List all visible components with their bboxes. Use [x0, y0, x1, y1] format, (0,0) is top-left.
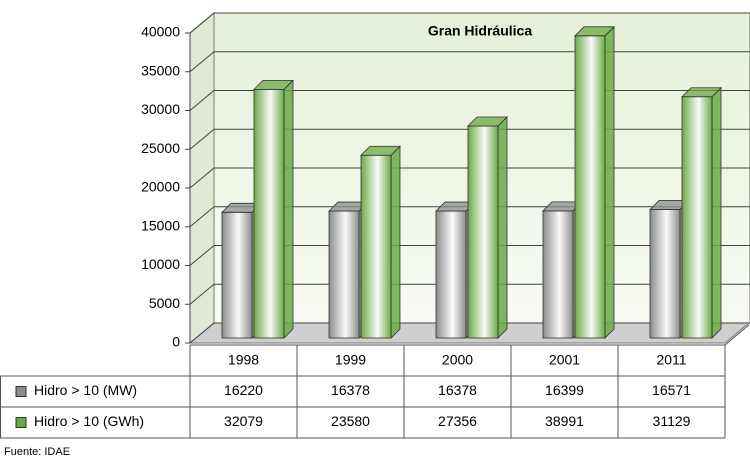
grid-line-side	[189, 283, 215, 305]
x-tick-label: 2011	[656, 352, 686, 368]
table-value: 16378	[331, 382, 370, 398]
table-value: 16378	[438, 382, 477, 398]
table-value: 23580	[331, 413, 370, 429]
bar-front	[574, 35, 606, 339]
source: Fuente: IDAE	[4, 446, 70, 458]
y-tick-label: 35000	[141, 62, 180, 78]
bar	[360, 145, 401, 339]
chart-title: Gran Hidráulica	[428, 23, 532, 39]
grid-line-side	[189, 167, 215, 189]
legend-marker	[15, 417, 27, 428]
table-value: 32079	[224, 413, 263, 429]
table-value: 16399	[545, 382, 584, 398]
y-tick-label: 0	[172, 334, 180, 350]
bar-top	[360, 145, 401, 156]
y-tick-label: 40000	[141, 24, 180, 40]
bar-front	[435, 210, 467, 339]
y-tick-label: 5000	[149, 295, 180, 311]
table-value: 38991	[545, 413, 584, 429]
table-value: 31129	[653, 413, 691, 429]
bar-front	[542, 210, 574, 339]
bar	[253, 79, 294, 339]
bar	[681, 86, 722, 339]
x-tick-label: 1998	[228, 352, 259, 368]
x-tick-label: 2001	[549, 352, 580, 368]
y-tick-label: 25000	[141, 140, 180, 156]
bar-top	[253, 79, 294, 90]
bar-front	[253, 88, 285, 339]
bar-side	[390, 145, 401, 339]
bar-top	[467, 116, 508, 127]
bar-top	[681, 87, 722, 98]
grid-line-side	[189, 128, 215, 150]
bar-front	[360, 154, 392, 339]
bar-side	[604, 25, 615, 339]
y-tick-label: 15000	[141, 217, 180, 233]
y-tick-label: 20000	[141, 179, 180, 195]
bar-front	[649, 209, 681, 339]
grid-line-side	[189, 12, 215, 34]
y-tick-label: 30000	[141, 101, 180, 117]
grid-line-side	[189, 206, 215, 228]
legend-marker	[15, 386, 27, 397]
x-tick-label: 1999	[335, 352, 366, 368]
bar-front	[328, 210, 360, 339]
table-line	[724, 324, 750, 346]
bar	[574, 25, 615, 339]
grid-line-side	[189, 245, 215, 266]
grid-line-side	[189, 51, 215, 73]
table-value: 27356	[438, 413, 477, 429]
bar-side	[711, 86, 722, 339]
legend-label: Hidro > 10 (GWh)	[34, 413, 144, 429]
bar-side	[283, 79, 294, 339]
table-value: 16571	[652, 382, 691, 398]
bar-front	[467, 125, 499, 339]
bar-front	[221, 211, 253, 339]
bar-top	[574, 26, 615, 37]
bar-front	[681, 96, 713, 339]
y-tick-label: 10000	[141, 256, 180, 272]
bar-side	[497, 116, 508, 339]
legend-label: Hidro > 10 (MW)	[34, 382, 137, 398]
grid-line-side	[189, 322, 215, 344]
grid-line-side	[189, 90, 215, 111]
x-tick-label: 2000	[442, 352, 473, 368]
table-value: 16220	[224, 382, 263, 398]
bar	[467, 116, 508, 339]
